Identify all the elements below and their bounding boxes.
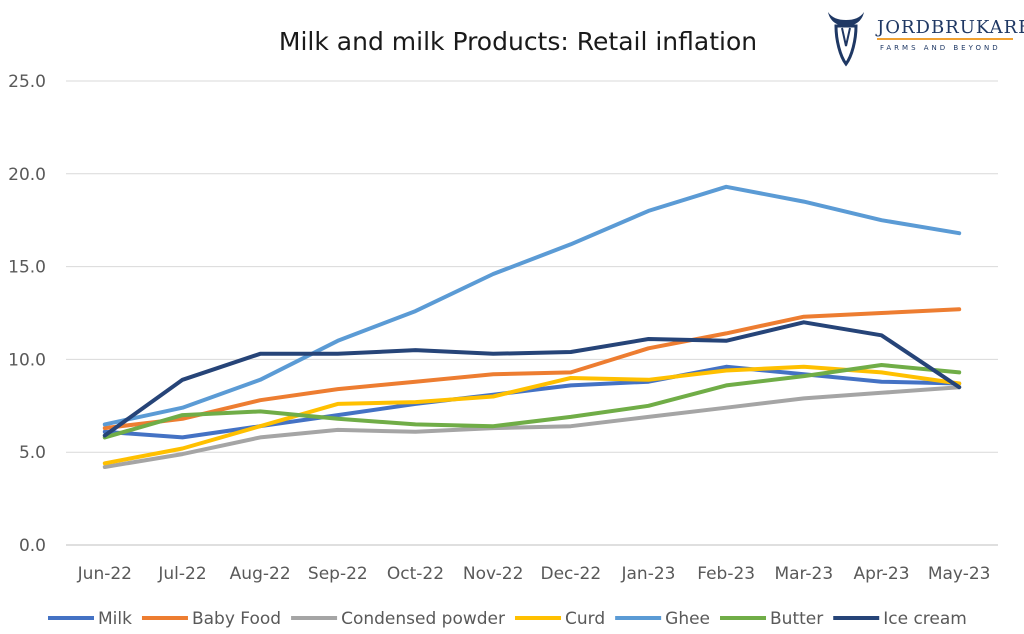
legend-label: Ice cream: [883, 609, 967, 629]
legend-label: Ghee: [665, 609, 710, 629]
cow-head-icon: [828, 12, 864, 67]
y-tick-label: 20.0: [8, 165, 46, 185]
x-tick-label: Sep-22: [308, 564, 368, 584]
legend-label: Curd: [565, 609, 605, 629]
legend-item-ghee: Ghee: [615, 609, 710, 629]
x-tick-label: Dec-22: [540, 564, 601, 584]
series-line-ghee: [102, 184, 962, 427]
series-lines: [102, 184, 962, 469]
x-tick-label: Oct-22: [387, 564, 444, 584]
legend-label: Butter: [770, 609, 823, 629]
series-line-butter: [102, 363, 962, 440]
series-line-baby-food: [102, 307, 962, 431]
x-tick-label: Jan-23: [621, 564, 676, 584]
legend-label: Condensed powder: [341, 609, 505, 629]
gridlines: [66, 80, 998, 546]
legend-item-milk: Milk: [48, 609, 132, 629]
x-tick-label: Apr-23: [853, 564, 909, 584]
y-tick-label: 5.0: [19, 443, 46, 463]
x-tick-label: Jun-22: [77, 564, 132, 584]
y-tick-label: 25.0: [8, 72, 46, 92]
series-line-condensed-powder: [102, 385, 962, 469]
legend-item-condensed-powder: Condensed powder: [291, 609, 505, 629]
brand-name: JORDBRUKARE: [875, 17, 1024, 38]
y-tick-label: 10.0: [8, 350, 46, 370]
y-axis-ticks: 0.0 5.0 10.0 15.0 20.0 25.0: [8, 72, 46, 556]
x-tick-label: Aug-22: [230, 564, 291, 584]
legend-item-curd: Curd: [515, 609, 605, 629]
series-line-curd: [102, 364, 962, 466]
legend-label: Milk: [98, 609, 132, 629]
x-tick-label: Feb-23: [697, 564, 755, 584]
series-line-ice-cream: [102, 320, 962, 438]
legend-item-baby-food: Baby Food: [141, 609, 281, 629]
legend: Milk Baby Food Condensed powder Curd Ghee But…: [48, 609, 967, 629]
x-tick-label: May-23: [928, 564, 991, 584]
legend-label: Baby Food: [192, 609, 281, 629]
x-tick-label: Mar-23: [774, 564, 833, 584]
chart-title: Milk and milk Products: Retail inflation: [279, 27, 757, 56]
x-tick-label: Nov-22: [463, 564, 524, 584]
legend-item-ice-cream: Ice cream: [833, 609, 967, 629]
x-tick-label: Jul-22: [157, 564, 206, 584]
brand-logo: JORDBRUKARE FARMS AND BEYOND: [828, 12, 1024, 67]
x-axis-ticks: Jun-22 Jul-22 Aug-22 Sep-22 Oct-22 Nov-22 Dec-…: [77, 564, 991, 584]
y-tick-label: 15.0: [8, 258, 46, 278]
brand-underline: [877, 38, 1013, 40]
y-tick-label: 0.0: [19, 536, 46, 556]
legend-item-butter: Butter: [720, 609, 823, 629]
brand-tagline: FARMS AND BEYOND: [880, 44, 1001, 52]
